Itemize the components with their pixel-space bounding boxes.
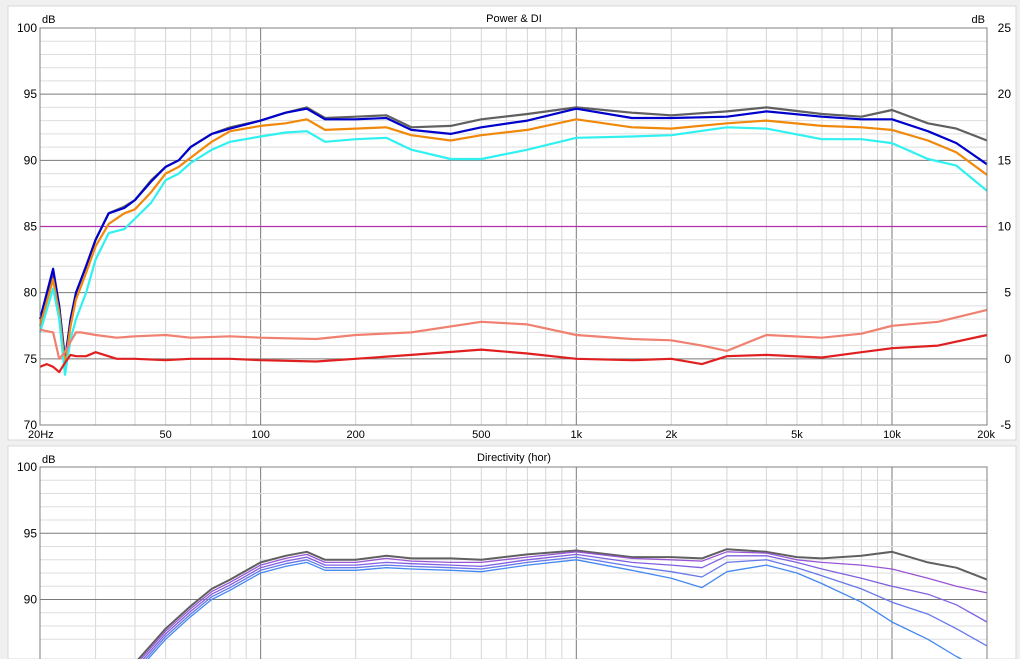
y-tick-label-left: 100	[17, 460, 37, 474]
y-tick-label-left: 80	[24, 286, 38, 300]
y-tick-label-right: 10	[998, 220, 1012, 234]
directivity-line-5	[147, 559, 963, 659]
series-line-6	[39, 333, 988, 374]
power-di-title: Power & DI	[486, 13, 542, 25]
x-tick-label: 20Hz	[28, 429, 54, 441]
directivity-frame-edge	[39, 466, 988, 659]
panel-1-background	[7, 5, 1017, 441]
x-tick-label: 5k	[791, 429, 803, 441]
directivity-tick-labels: 100 95 90	[17, 460, 37, 607]
directivity-plot-frame	[39, 466, 988, 659]
x-tick-label: 2k	[666, 429, 678, 441]
directivity-line-1	[137, 548, 988, 659]
y-tick-label-left: 90	[24, 593, 38, 607]
power-di-tick-labels: 20Hz 50 100 200 500 1k 2k 5k 10k 20k1009590858075…	[17, 21, 1011, 441]
directivity-chart: 100 95 90 Directivity (hor) dB	[17, 452, 988, 659]
y-tick-label-right: 5	[1004, 286, 1011, 300]
y-tick-label-left: 85	[24, 220, 38, 234]
y-tick-label-right: 20	[998, 87, 1012, 101]
power-di-left-unit: dB	[42, 14, 55, 26]
directivity-left-unit: dB	[42, 454, 55, 466]
series-line-3	[38, 118, 988, 367]
x-tick-label: 10k	[883, 429, 901, 441]
y-tick-label-left: 70	[24, 418, 38, 432]
y-tick-label-left: 95	[24, 526, 38, 540]
x-tick-label: 500	[472, 429, 490, 441]
y-tick-label-right: -5	[1000, 418, 1011, 432]
y-tick-label-left: 100	[17, 21, 37, 35]
y-tick-label-left: 75	[24, 352, 38, 366]
power-di-chart: 20Hz 50 100 200 500 1k 2k 5k 10k 20k1009590858075…	[17, 13, 1011, 441]
directivity-grid	[40, 467, 987, 659]
series-line-2	[38, 107, 988, 363]
directivity-title: Directivity (hor)	[477, 452, 551, 464]
power-di-series	[38, 106, 988, 376]
x-tick-label: 20k	[977, 429, 995, 441]
x-tick-label: 100	[251, 429, 269, 441]
directivity-series	[137, 548, 988, 659]
y-tick-label-left: 90	[24, 153, 38, 167]
directivity-line-2	[140, 551, 988, 659]
x-tick-label: 1k	[570, 429, 582, 441]
y-tick-label-right: 25	[998, 21, 1012, 35]
directivity-line-3	[142, 553, 988, 659]
y-tick-label-right: 0	[1004, 352, 1011, 366]
power-di-right-unit: dB	[972, 14, 985, 26]
x-tick-label: 50	[159, 429, 171, 441]
y-tick-label-right: 15	[998, 153, 1012, 167]
series-line-4	[38, 126, 988, 376]
y-tick-label-left: 95	[24, 87, 38, 101]
panel-2-background	[7, 445, 1017, 659]
series-line-5	[39, 308, 988, 360]
x-tick-label: 200	[346, 429, 364, 441]
directivity-line-4	[144, 556, 988, 659]
power-di-plot-frame	[39, 27, 988, 426]
